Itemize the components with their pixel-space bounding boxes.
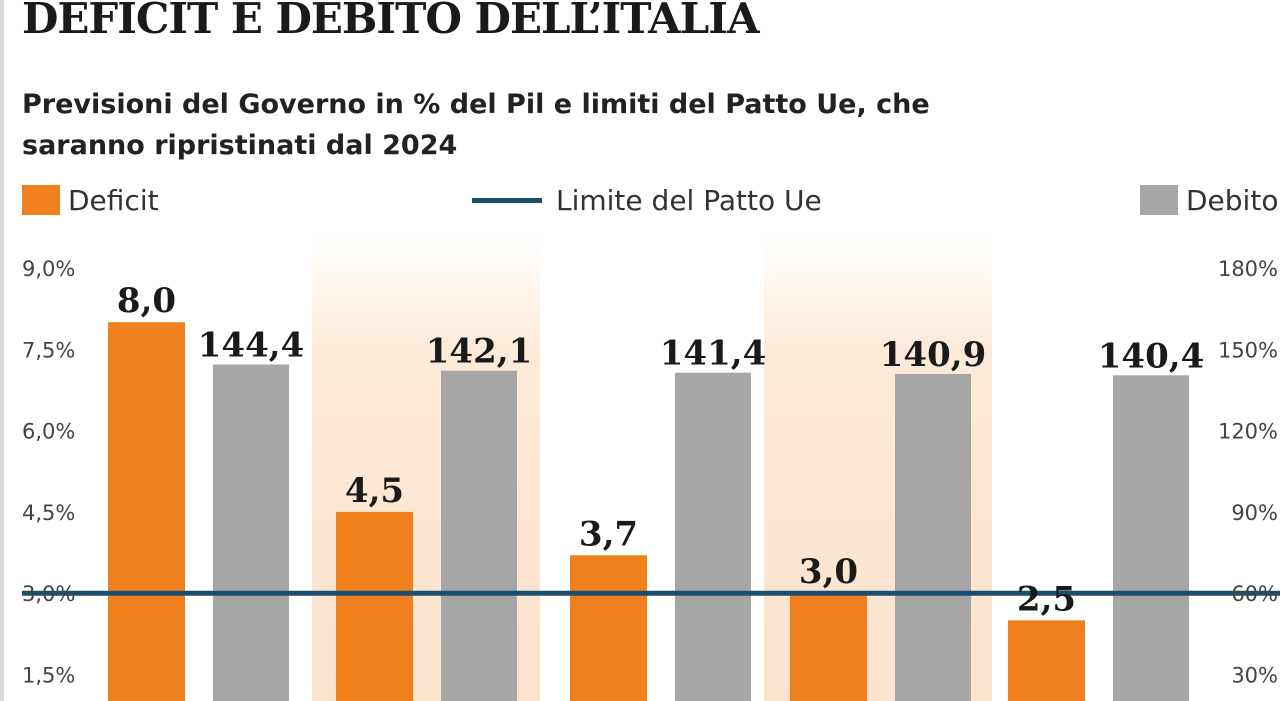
chart-title: DEFICIT E DEBITO DELL’ITALIA: [22, 0, 760, 43]
deficit-bar-2: [336, 511, 413, 701]
deficit-bar-1: [108, 322, 185, 701]
debt-bar-3: [675, 372, 751, 701]
legend-limit-label: Limite del Patto Ue: [556, 183, 822, 217]
right-axis-tick-3: 90%: [1231, 501, 1278, 525]
left-axis-tick-6: 9,0%: [22, 257, 75, 281]
debt-label-3: 141,4: [660, 334, 766, 374]
debt-bar-4: [895, 373, 971, 701]
legend-debt: Debito: [1140, 180, 1278, 220]
right-axis-tick-5: 150%: [1218, 338, 1278, 362]
left-axis-tick-3: 4,5%: [22, 501, 75, 525]
deficit-label-1: 8,0: [117, 281, 176, 321]
left-border: [0, 0, 4, 701]
deficit-bar-3: [570, 555, 647, 701]
deficit-bar-4: [790, 593, 867, 701]
debt-label-4: 140,9: [880, 335, 986, 375]
deficit-label-3: 3,7: [579, 514, 638, 554]
debt-bar-2: [441, 370, 517, 701]
left-axis-tick-1: 1,5%: [22, 664, 75, 688]
chart-subtitle: Previsioni del Governo in % del Pil e li…: [22, 89, 930, 161]
debt-bar-5: [1113, 375, 1189, 701]
debt-label-2: 142,1: [426, 332, 532, 372]
legend-limit: Limite del Patto Ue: [472, 180, 822, 220]
legend-deficit-swatch: [22, 185, 60, 215]
deficit-label-4: 3,0: [799, 552, 858, 592]
debt-label-5: 140,4: [1098, 336, 1204, 376]
right-axis-tick-2: 60%: [1231, 582, 1278, 606]
debt-bar-1: [213, 364, 289, 701]
right-axis-tick-4: 120%: [1218, 420, 1278, 444]
legend-limit-swatch: [472, 197, 542, 203]
left-axis-tick-2: 3,0%: [22, 582, 75, 606]
legend-debt-label: Debito: [1186, 183, 1279, 217]
deficit-bar-5: [1008, 620, 1085, 701]
legend-deficit-label: Deficit: [68, 183, 159, 217]
right-axis-tick-6: 180%: [1218, 257, 1278, 281]
deficit-label-2: 4,5: [345, 471, 404, 511]
left-axis-tick-5: 7,5%: [22, 338, 75, 362]
legend-deficit: Deficit: [22, 180, 159, 220]
legend-debt-swatch: [1140, 185, 1178, 215]
left-axis-tick-4: 6,0%: [22, 420, 75, 444]
right-axis-tick-1: 30%: [1231, 664, 1278, 688]
debt-label-1: 144,4: [198, 325, 304, 365]
deficit-label-5: 2,5: [1017, 579, 1076, 619]
